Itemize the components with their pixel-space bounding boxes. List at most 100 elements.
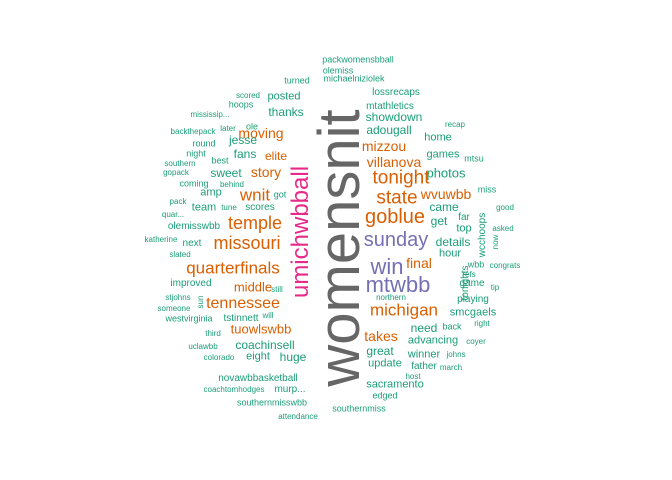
word-father: father <box>411 361 437 372</box>
word-southernmisswbb: southernmisswbb <box>236 397 308 408</box>
word-state: state <box>376 187 418 209</box>
word-tonight: tonight <box>372 167 430 189</box>
word-host: host <box>405 372 421 381</box>
word-wcchoops: wcchoops <box>477 212 488 258</box>
word-got: got <box>273 189 287 200</box>
word-far: far <box>458 212 470 223</box>
word-eight: eight <box>246 350 270 363</box>
word-update: update <box>368 357 402 370</box>
word-moving: moving <box>238 125 284 141</box>
word-olemisswbb: olemisswbb <box>167 221 221 232</box>
word-backthepack: backthepack <box>170 127 216 136</box>
word-behind: behind <box>219 180 245 189</box>
word-temple: temple <box>227 213 283 233</box>
word-good: good <box>496 203 514 212</box>
word-home: home <box>424 131 452 144</box>
word-attendance: attendance <box>278 412 318 421</box>
word-coyer: coyer <box>466 337 486 346</box>
word-wbb: wbb <box>467 259 485 270</box>
word-michigan: michigan <box>369 300 439 320</box>
word-mississip: mississip... <box>190 110 230 119</box>
word-great: great <box>366 344 394 358</box>
word-mtsu: mtsu <box>464 153 484 164</box>
word-miss: miss <box>477 184 497 195</box>
word-lossrecaps: lossrecaps <box>372 87 420 98</box>
word-wvuwbb: wvuwbb <box>420 186 472 202</box>
word-pack: pack <box>169 197 187 206</box>
word-fans: fans <box>233 147 257 161</box>
word-winner: winner <box>407 348 441 361</box>
word-playing: playing <box>457 294 489 305</box>
word-coachtomhodges: coachtomhodges <box>203 385 265 394</box>
word-still: still <box>271 285 283 294</box>
word-quarterfinals: quarterfinals <box>186 258 280 278</box>
word-games: games <box>426 148 460 161</box>
word-scored: scored <box>235 91 261 100</box>
word-someone: someone <box>157 304 191 313</box>
word-final: final <box>406 255 432 271</box>
word-stjohns: stjohns <box>165 293 191 302</box>
word-later: later <box>220 124 236 133</box>
word-march: march <box>439 363 463 372</box>
word-recap: recap <box>444 120 466 129</box>
word-best: best <box>211 155 229 166</box>
word-showdown: showdown <box>365 110 423 124</box>
word-southern: southern <box>164 159 196 168</box>
word-now: now <box>491 234 500 250</box>
word-congrats: congrats <box>489 261 521 270</box>
word-adougall: adougall <box>366 123 412 137</box>
word-tip: tip <box>490 283 500 292</box>
word-wnit: wnit <box>239 185 271 205</box>
word-right: right <box>474 319 490 328</box>
word-michaelniziolek: michaelniziolek <box>323 73 385 84</box>
word-sun: sun <box>196 295 205 309</box>
word-details: details <box>435 235 471 249</box>
word-johns: johns <box>446 350 466 359</box>
word-next: next <box>182 238 202 249</box>
word-colorado: colorado <box>203 353 235 362</box>
word-photos: photos <box>426 165 466 181</box>
word-sunday: sunday <box>363 229 429 251</box>
word-third: third <box>205 329 221 338</box>
word-thanks: thanks <box>268 105 304 119</box>
word-slated: slated <box>169 250 191 259</box>
word-coming: coming <box>179 178 209 189</box>
word-tstinnett: tstinnett <box>223 313 259 324</box>
word-hoops: hoops <box>228 99 254 110</box>
word-story: story <box>250 164 282 180</box>
word-olemiss: olemiss <box>322 65 354 76</box>
word-westvirginia: westvirginia <box>165 313 213 324</box>
word-northern: northern <box>376 293 406 302</box>
word-sacramento: sacramento <box>366 378 424 391</box>
word-team: team <box>191 201 217 214</box>
word-womensnit: womensnit <box>307 109 372 387</box>
word-scores: scores <box>245 202 275 213</box>
word-quar: quar... <box>161 210 185 219</box>
word-takes: takes <box>364 328 398 344</box>
word-tune: tune <box>221 203 237 212</box>
word-missouri: missouri <box>213 233 281 253</box>
word-goblue: goblue <box>364 206 426 228</box>
word-murp: murp... <box>274 384 306 395</box>
word-top: top <box>456 222 472 235</box>
word-gopack: gopack <box>163 168 189 177</box>
word-night: night <box>186 148 206 159</box>
word-came: came <box>429 200 459 214</box>
word-win: win <box>370 254 404 279</box>
word-edged: edged <box>372 390 398 401</box>
word-mizzou: mizzou <box>361 138 407 154</box>
word-advancing: advancing <box>407 334 459 347</box>
word-sweet: sweet <box>210 166 242 180</box>
word-packwomensbball: packwomensbball <box>322 54 394 65</box>
word-middle: middle <box>233 279 273 295</box>
word-katherine: katherine <box>144 235 178 244</box>
word-refs: refs <box>462 270 476 279</box>
word-smcgaels: smcgaels <box>449 306 497 319</box>
word-tennessee: tennessee <box>206 295 280 312</box>
word-novawbbasketball: novawbbasketball <box>218 373 298 384</box>
word-umichwbball: umichwbball <box>287 165 314 299</box>
word-uclawbb: uclawbb <box>188 342 218 351</box>
word-huge: huge <box>279 350 307 364</box>
word-ole: ole <box>245 121 259 132</box>
